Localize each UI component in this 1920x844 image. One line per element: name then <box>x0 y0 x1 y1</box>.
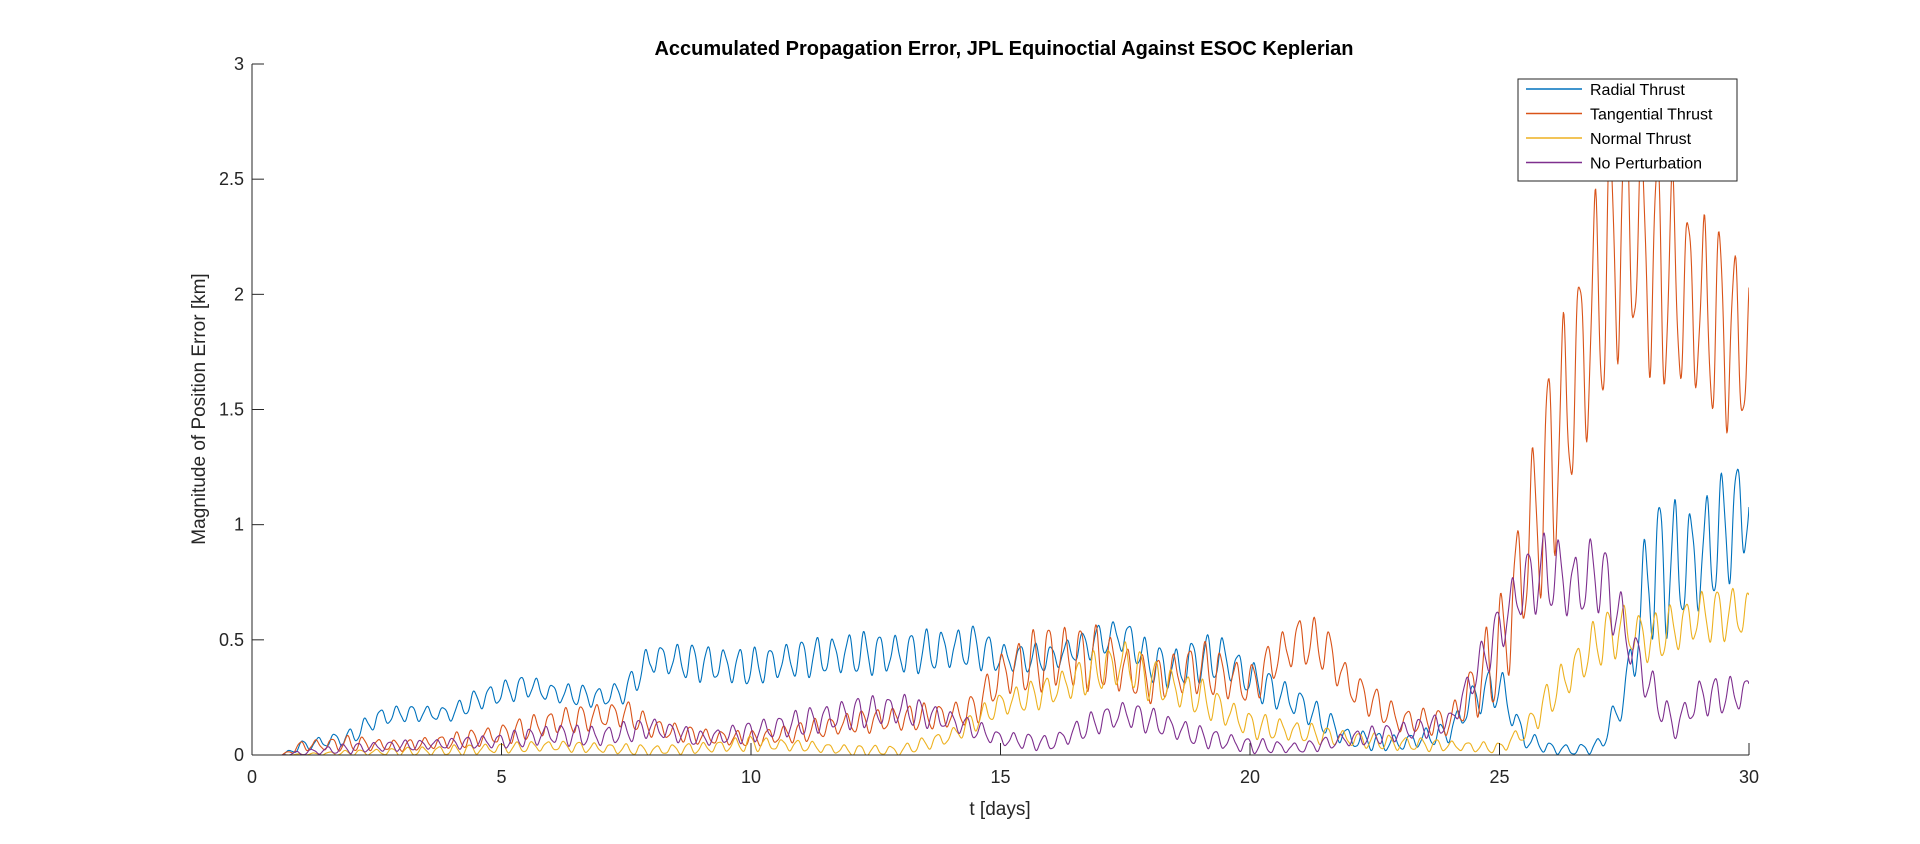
legend-entry: Tangential Thrust <box>1590 107 1713 124</box>
series-line-tangential-thrust <box>281 112 1749 755</box>
chart-title: Accumulated Propagation Error, JPL Equin… <box>654 38 1353 60</box>
x-tick-label: 15 <box>990 767 1010 787</box>
x-tick-label: 10 <box>741 767 761 787</box>
legend-box <box>1517 78 1738 182</box>
y-tick-label: 2 <box>234 284 244 304</box>
series-line-no-perturbation <box>281 532 1749 755</box>
legend-entry: No Perturbation <box>1590 156 1702 173</box>
x-tick-label: 20 <box>1240 767 1260 787</box>
x-tick-label: 5 <box>496 767 506 787</box>
legend-entry: Normal Thrust <box>1590 131 1692 148</box>
series-layer <box>252 112 1749 755</box>
y-axis-label: Magnitude of Position Error [km] <box>189 273 210 544</box>
x-tick-label: 30 <box>1739 767 1759 787</box>
y-tick-label: 0 <box>234 745 244 765</box>
y-tick-label: 2.5 <box>219 169 244 189</box>
x-tick-label: 25 <box>1489 767 1509 787</box>
x-axis-label: t [days] <box>969 799 1030 820</box>
series-line-normal-thrust <box>281 587 1749 755</box>
axes: 0 5 10 15 20 25 30 0 0.5 1 1.5 2 2.5 3 <box>219 54 1759 787</box>
y-tick-label: 3 <box>234 54 244 74</box>
y-tick-label: 1 <box>234 515 244 535</box>
legend: Radial Thrust Tangential Thrust Normal Thr… <box>1517 78 1738 182</box>
legend-entry: Radial Thrust <box>1590 82 1685 99</box>
y-tick-label: 1.5 <box>219 400 244 420</box>
y-tick-label: 0.5 <box>219 630 244 650</box>
x-tick-label: 0 <box>247 767 257 787</box>
